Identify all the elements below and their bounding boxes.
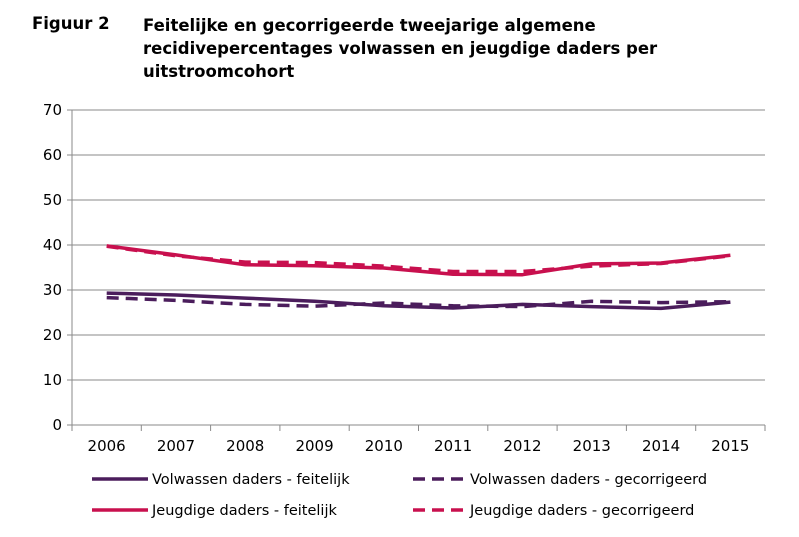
x-tick-labels: 2006 2007 2008 2009 2010 2011 2012 2013 2014 2015 — [88, 437, 750, 455]
legend-label: Volwassen daders - gecorrigeerd — [470, 472, 707, 488]
y-tick-label: 0 — [52, 416, 62, 434]
x-tick-label: 2010 — [365, 437, 403, 455]
x-tick-label: 2006 — [88, 437, 126, 455]
legend-label: Jeugdige daders - feitelijk — [151, 503, 337, 519]
volwassen-daders-feitelijk-line — [106, 291, 731, 311]
y-tick-label: 70 — [43, 101, 62, 119]
series-lines — [106, 244, 731, 311]
grid-lines — [72, 109, 765, 381]
figure-label: Figuur 2 — [32, 14, 110, 33]
legend-label: Volwassen daders - feitelijk — [152, 472, 350, 488]
y-tick-label: 30 — [43, 281, 62, 299]
x-tick-label: 2013 — [573, 437, 611, 455]
x-tick-label: 2008 — [226, 437, 264, 455]
volwassen-daders-gecorrigeerd-line — [106, 295, 731, 309]
figure-title: Feitelijke en gecorrigeerde tweejarige a… — [143, 16, 658, 81]
y-tick-label: 60 — [43, 146, 62, 164]
x-tick-label: 2007 — [157, 437, 195, 455]
jeugdige-daders-gecorrigeerd-line — [106, 244, 731, 274]
legend-label: Jeugdige daders - gecorrigeerd — [469, 503, 694, 519]
x-tick-label: 2014 — [642, 437, 680, 455]
x-tick-label: 2009 — [295, 437, 333, 455]
y-tick-labels: 0 10 20 30 40 50 60 70 — [43, 101, 62, 434]
x-tick-label: 2012 — [503, 437, 541, 455]
y-tick-label: 20 — [43, 326, 62, 344]
axes — [67, 109, 766, 431]
y-tick-label: 40 — [43, 236, 62, 254]
y-tick-label: 10 — [43, 371, 62, 389]
y-tick-label: 50 — [43, 191, 62, 209]
x-tick-label: 2011 — [434, 437, 472, 455]
x-tick-label: 2015 — [711, 437, 749, 455]
legend: Volwassen daders - feitelijk Volwassen da… — [92, 472, 707, 519]
